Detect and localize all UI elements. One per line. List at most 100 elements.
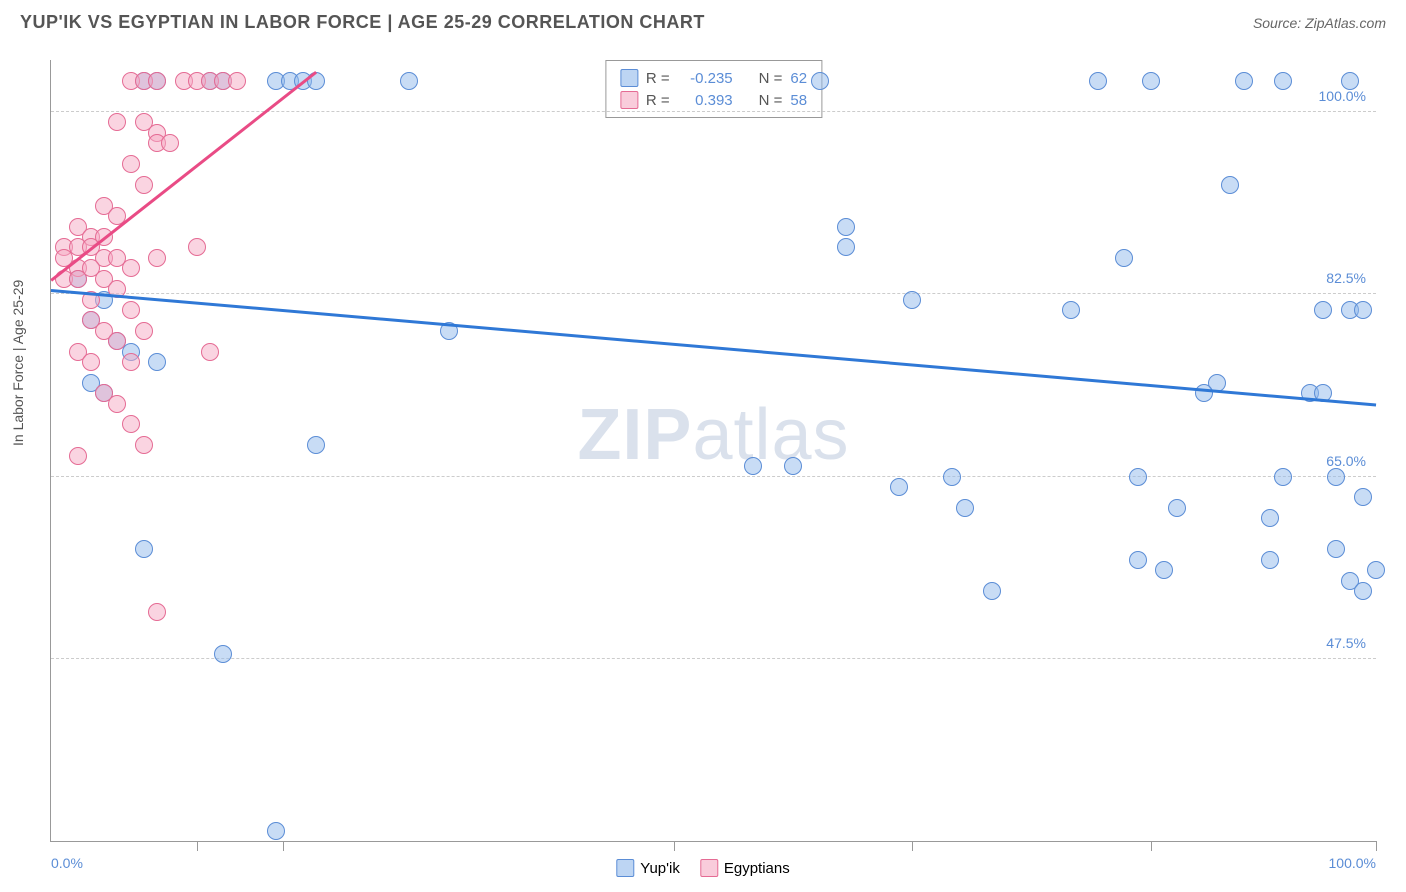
legend-n-label: N = xyxy=(759,92,783,109)
scatter-point xyxy=(1367,561,1385,579)
x-axis-max-label: 100.0% xyxy=(1329,855,1376,871)
scatter-point xyxy=(1327,468,1345,486)
x-axis-tick xyxy=(1376,841,1377,851)
scatter-point xyxy=(135,436,153,454)
scatter-point xyxy=(188,238,206,256)
scatter-point xyxy=(122,155,140,173)
scatter-point xyxy=(228,72,246,90)
legend-swatch xyxy=(616,859,634,877)
scatter-point xyxy=(744,457,762,475)
trend-line xyxy=(51,289,1376,406)
scatter-point xyxy=(148,249,166,267)
legend-row: R = 0.393 N = 58 xyxy=(620,89,807,111)
x-axis-tick xyxy=(283,841,284,851)
y-axis-tick-label: 47.5% xyxy=(1326,635,1366,651)
scatter-point xyxy=(1354,301,1372,319)
scatter-point xyxy=(1195,384,1213,402)
legend-series-label: Yup'ik xyxy=(640,860,680,877)
scatter-point xyxy=(1354,488,1372,506)
x-axis-min-label: 0.0% xyxy=(51,855,83,871)
scatter-point xyxy=(1261,509,1279,527)
x-axis-tick xyxy=(1151,841,1152,851)
scatter-point xyxy=(108,332,126,350)
legend-swatch xyxy=(620,91,638,109)
legend-n-label: N = xyxy=(759,70,783,87)
y-axis-title: In Labor Force | Age 25-29 xyxy=(10,280,26,446)
scatter-point xyxy=(943,468,961,486)
legend-n-value: 62 xyxy=(790,70,807,87)
scatter-point xyxy=(837,218,855,236)
gridline xyxy=(51,111,1376,112)
y-axis-tick-label: 65.0% xyxy=(1326,453,1366,469)
correlation-legend: R = -0.235 N = 62 R = 0.393 N = 58 xyxy=(605,60,822,118)
y-axis-tick-label: 100.0% xyxy=(1319,88,1366,104)
chart-title: YUP'IK VS EGYPTIAN IN LABOR FORCE | AGE … xyxy=(20,12,705,33)
scatter-point xyxy=(1142,72,1160,90)
x-axis-tick xyxy=(674,841,675,851)
scatter-point xyxy=(400,72,418,90)
scatter-point xyxy=(1062,301,1080,319)
scatter-point xyxy=(1274,468,1292,486)
scatter-point xyxy=(214,645,232,663)
scatter-chart: ZIPatlas R =-0.235N =62R =0.393N =58 0.0… xyxy=(50,60,1376,842)
legend-r-value: -0.235 xyxy=(678,70,733,87)
scatter-point xyxy=(903,291,921,309)
chart-header: YUP'IK VS EGYPTIAN IN LABOR FORCE | AGE … xyxy=(0,0,1406,45)
scatter-point xyxy=(1089,72,1107,90)
legend-item: Yup'ik xyxy=(616,859,680,877)
y-axis-tick-label: 82.5% xyxy=(1326,270,1366,286)
scatter-point xyxy=(1221,176,1239,194)
scatter-point xyxy=(811,72,829,90)
scatter-point xyxy=(1274,72,1292,90)
x-axis-tick xyxy=(912,841,913,851)
scatter-point xyxy=(784,457,802,475)
scatter-point xyxy=(135,322,153,340)
legend-r-label: R = xyxy=(646,92,670,109)
scatter-point xyxy=(135,176,153,194)
scatter-point xyxy=(122,259,140,277)
scatter-point xyxy=(1354,582,1372,600)
trend-line xyxy=(50,71,317,281)
legend-row: R = -0.235 N = 62 xyxy=(620,67,807,89)
x-axis-tick xyxy=(197,841,198,851)
series-legend: Yup'ik Egyptians xyxy=(616,859,789,877)
scatter-point xyxy=(983,582,1001,600)
scatter-point xyxy=(1168,499,1186,517)
source-attribution: Source: ZipAtlas.com xyxy=(1253,15,1386,31)
scatter-point xyxy=(69,447,87,465)
scatter-point xyxy=(1261,551,1279,569)
legend-series-label: Egyptians xyxy=(724,860,790,877)
scatter-point xyxy=(1129,468,1147,486)
scatter-point xyxy=(148,353,166,371)
scatter-point xyxy=(1129,551,1147,569)
scatter-point xyxy=(122,415,140,433)
scatter-point xyxy=(1115,249,1133,267)
legend-r-value: 0.393 xyxy=(678,92,733,109)
scatter-point xyxy=(956,499,974,517)
scatter-point xyxy=(1327,540,1345,558)
scatter-point xyxy=(108,395,126,413)
legend-item: Egyptians xyxy=(700,859,790,877)
scatter-point xyxy=(837,238,855,256)
legend-n-value: 58 xyxy=(790,92,807,109)
gridline xyxy=(51,476,1376,477)
scatter-point xyxy=(1314,301,1332,319)
scatter-point xyxy=(122,353,140,371)
scatter-point xyxy=(82,353,100,371)
scatter-point xyxy=(1341,72,1359,90)
scatter-point xyxy=(1235,72,1253,90)
scatter-point xyxy=(135,540,153,558)
scatter-point xyxy=(69,270,87,288)
scatter-point xyxy=(148,72,166,90)
scatter-point xyxy=(161,134,179,152)
legend-r-label: R = xyxy=(646,70,670,87)
legend-swatch xyxy=(700,859,718,877)
watermark: ZIPatlas xyxy=(577,394,849,476)
scatter-point xyxy=(890,478,908,496)
legend-swatch xyxy=(620,69,638,87)
gridline xyxy=(51,658,1376,659)
scatter-point xyxy=(108,113,126,131)
scatter-point xyxy=(122,301,140,319)
scatter-point xyxy=(307,436,325,454)
scatter-point xyxy=(267,822,285,840)
